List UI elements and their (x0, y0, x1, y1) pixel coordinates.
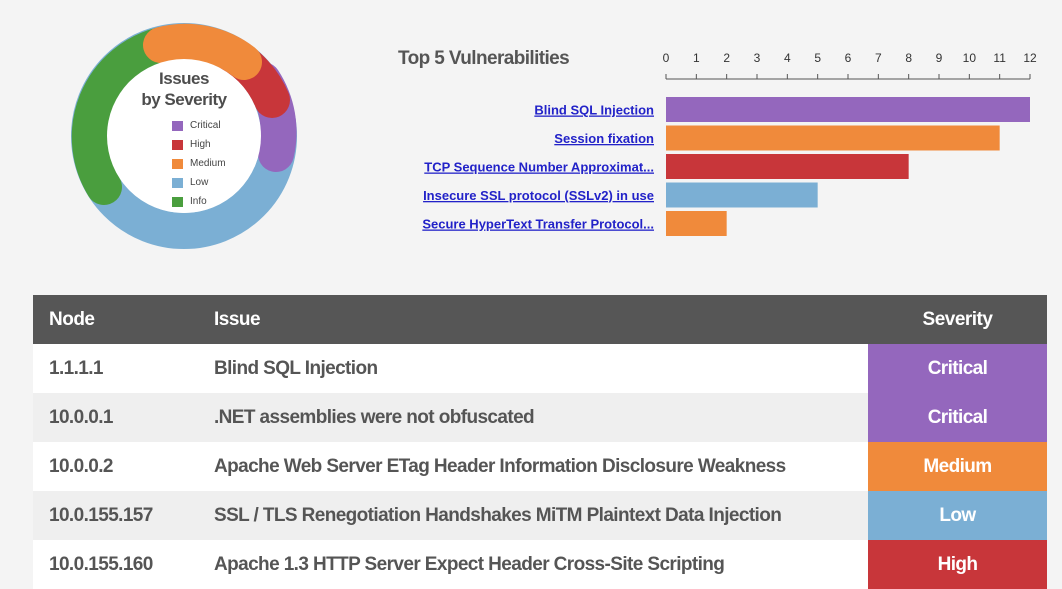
x-tick-label: 11 (993, 51, 1006, 65)
table-row[interactable]: 10.0.155.160 Apache 1.3 HTTP Server Expe… (33, 540, 1047, 589)
legend-label: Low (190, 177, 209, 188)
legend-swatch (172, 196, 183, 207)
legend-label: Critical (190, 120, 221, 131)
x-tick-label: 0 (663, 51, 670, 65)
donut-title-line2: by Severity (141, 90, 227, 109)
legend-item-medium[interactable]: Medium (172, 154, 262, 173)
legend-swatch (172, 120, 183, 131)
bar[interactable] (666, 211, 727, 236)
x-tick-label: 6 (845, 51, 852, 65)
table-header-row: Node Issue Severity (33, 295, 1047, 344)
cell-issue: Apache Web Server ETag Header Informatio… (198, 442, 868, 491)
legend-swatch (172, 177, 183, 188)
cell-node: 1.1.1.1 (33, 344, 198, 393)
bar-category-link[interactable]: Insecure SSL protocol (SSLv2) in use (423, 188, 654, 203)
column-header-severity[interactable]: Severity (868, 295, 1047, 344)
donut-legend: Critical High Medium Low Info (172, 116, 262, 211)
bar-chart-title: Top 5 Vulnerabilities (398, 48, 570, 69)
x-tick-label: 3 (754, 51, 761, 65)
donut-center (107, 59, 261, 213)
cell-severity-badge: Critical (868, 344, 1047, 393)
severity-donut-chart: Issues by Severity Critical High Medium … (66, 12, 302, 260)
column-header-node[interactable]: Node (33, 295, 198, 344)
bar-category-link[interactable]: TCP Sequence Number Approximat... (424, 160, 654, 175)
cell-node: 10.0.0.1 (33, 393, 198, 442)
legend-label: Info (190, 196, 207, 207)
bar[interactable] (666, 182, 818, 208)
legend-swatch (172, 158, 183, 169)
cell-issue: Apache 1.3 HTTP Server Expect Header Cro… (198, 540, 868, 589)
cell-node: 10.0.0.2 (33, 442, 198, 491)
column-header-issue[interactable]: Issue (198, 295, 868, 344)
donut-ring (71, 23, 297, 249)
issues-table: Node Issue Severity 1.1.1.1 Blind SQL In… (33, 295, 1047, 589)
x-tick-label: 10 (963, 51, 977, 65)
x-tick-label: 5 (814, 51, 821, 65)
cell-severity-badge: High (868, 540, 1047, 589)
bar-category-link[interactable]: Blind SQL Injection (534, 103, 654, 118)
x-tick-label: 1 (693, 51, 700, 65)
table-row[interactable]: 10.0.0.2 Apache Web Server ETag Header I… (33, 442, 1047, 491)
cell-issue: Blind SQL Injection (198, 344, 868, 393)
table-row[interactable]: 1.1.1.1 Blind SQL Injection Critical (33, 344, 1047, 393)
bar[interactable] (666, 125, 1000, 151)
donut-segment-info[interactable] (71, 27, 179, 205)
legend-item-critical[interactable]: Critical (172, 116, 262, 135)
table-row[interactable]: 10.0.0.1 .NET assemblies were not obfusc… (33, 393, 1047, 442)
donut-title: Issues by Severity (66, 68, 302, 110)
table-row[interactable]: 10.0.155.157 SSL / TLS Renegotiation Han… (33, 491, 1047, 540)
donut-title-line1: Issues (159, 69, 209, 88)
legend-label: High (190, 139, 211, 150)
cell-severity-badge: Low (868, 491, 1047, 540)
x-tick-label: 12 (1023, 51, 1037, 65)
legend-label: Medium (190, 158, 226, 169)
legend-swatch (172, 139, 183, 150)
x-tick-label: 7 (875, 51, 882, 65)
bar[interactable] (666, 154, 909, 179)
bar-category-link[interactable]: Session fixation (554, 131, 654, 146)
cell-node: 10.0.155.157 (33, 491, 198, 540)
legend-item-info[interactable]: Info (172, 192, 262, 211)
cell-node: 10.0.155.160 (33, 540, 198, 589)
cell-issue: .NET assemblies were not obfuscated (198, 393, 868, 442)
cell-issue: SSL / TLS Renegotiation Handshakes MiTM … (198, 491, 868, 540)
legend-item-high[interactable]: High (172, 135, 262, 154)
legend-item-low[interactable]: Low (172, 173, 262, 192)
x-tick-label: 2 (723, 51, 730, 65)
cell-severity-badge: Medium (868, 442, 1047, 491)
donut-segment-medium[interactable] (143, 23, 262, 80)
bar-category-link[interactable]: Secure HyperText Transfer Protocol... (422, 217, 654, 232)
cell-severity-badge: Critical (868, 393, 1047, 442)
x-tick-label: 9 (936, 51, 943, 65)
x-tick-label: 8 (905, 51, 912, 65)
x-tick-label: 4 (784, 51, 791, 65)
bar[interactable] (666, 97, 1030, 122)
